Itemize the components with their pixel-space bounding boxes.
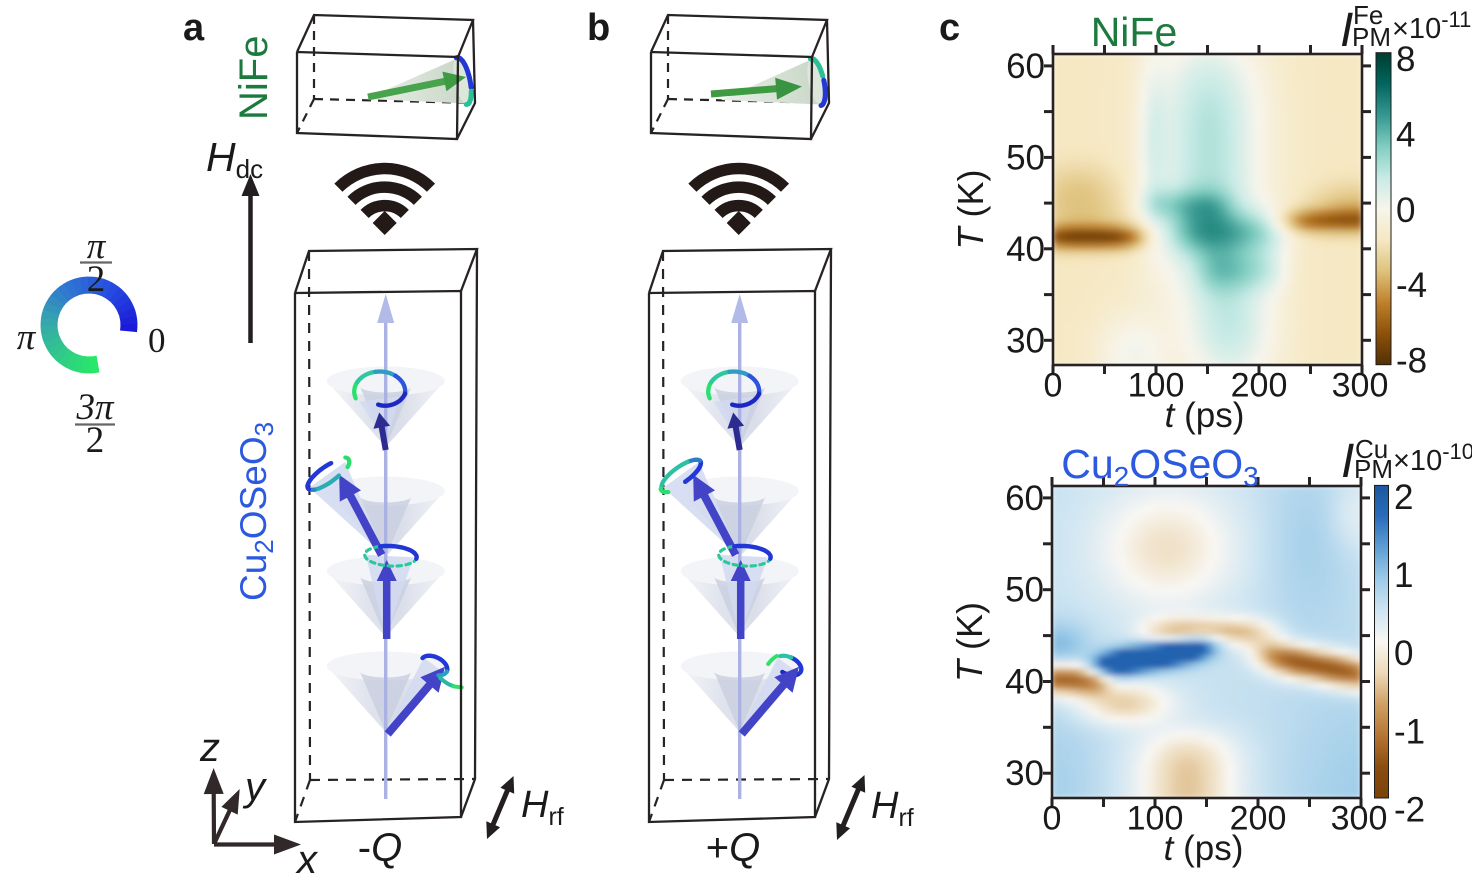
svg-text:-4: -4 — [1396, 266, 1427, 305]
svg-text:PM: PM — [1352, 22, 1391, 52]
svg-text:T (K): T (K) — [949, 602, 990, 682]
svg-text:4: 4 — [1396, 115, 1415, 154]
svg-text:Cu2OSeO3: Cu2OSeO3 — [233, 422, 279, 601]
svg-text:NiFe: NiFe — [232, 36, 276, 120]
svg-text:Cu: Cu — [1355, 434, 1388, 464]
svg-text:π: π — [17, 317, 37, 358]
svg-text:-Q: -Q — [358, 826, 402, 870]
svg-text:0: 0 — [1043, 800, 1062, 838]
svg-text:50: 50 — [1006, 138, 1045, 177]
svg-text:30: 30 — [1005, 754, 1044, 793]
svg-text:-2: -2 — [1394, 791, 1425, 830]
svg-text:100: 100 — [1128, 367, 1185, 405]
svg-text:z: z — [199, 726, 220, 770]
svg-text:3π: 3π — [75, 387, 115, 428]
svg-text:b: b — [587, 7, 610, 49]
svg-text:50: 50 — [1005, 571, 1044, 610]
svg-text:40: 40 — [1005, 663, 1044, 702]
svg-text:0: 0 — [148, 321, 166, 360]
svg-text:a: a — [183, 7, 205, 49]
svg-text:8: 8 — [1396, 40, 1415, 79]
svg-text:T (K): T (K) — [950, 170, 991, 250]
svg-text:y: y — [242, 765, 268, 809]
svg-text:0: 0 — [1396, 191, 1415, 230]
svg-text:NiFe: NiFe — [1091, 9, 1178, 55]
svg-text:π: π — [87, 226, 107, 267]
svg-text:c: c — [939, 7, 960, 49]
svg-text:60: 60 — [1005, 479, 1044, 518]
svg-text:Fe: Fe — [1353, 0, 1383, 30]
svg-text:40: 40 — [1006, 230, 1045, 269]
svg-text:100: 100 — [1127, 800, 1184, 838]
svg-text:-8: -8 — [1396, 342, 1427, 381]
svg-text:I: I — [1341, 435, 1354, 488]
svg-text:300: 300 — [1332, 367, 1389, 405]
svg-text:0: 0 — [1394, 634, 1413, 673]
svg-text:PM: PM — [1354, 454, 1393, 484]
svg-text:t (ps): t (ps) — [1164, 829, 1244, 868]
svg-text:+Q: +Q — [706, 826, 760, 870]
svg-text:2: 2 — [1394, 478, 1413, 517]
svg-text:-1: -1 — [1394, 713, 1425, 752]
svg-text:2: 2 — [86, 420, 105, 461]
svg-text:30: 30 — [1006, 321, 1045, 360]
svg-text:200: 200 — [1230, 800, 1287, 838]
svg-text:60: 60 — [1006, 47, 1045, 86]
svg-text:2: 2 — [87, 259, 106, 300]
svg-text:300: 300 — [1331, 800, 1388, 838]
svg-text:0: 0 — [1044, 367, 1063, 405]
svg-text:I: I — [1340, 4, 1353, 57]
svg-text:x: x — [295, 838, 319, 882]
svg-text:t (ps): t (ps) — [1165, 396, 1245, 435]
svg-text:200: 200 — [1231, 367, 1288, 405]
svg-text:Cu2OSeO3: Cu2OSeO3 — [1061, 441, 1259, 492]
svg-text:1: 1 — [1394, 556, 1413, 595]
